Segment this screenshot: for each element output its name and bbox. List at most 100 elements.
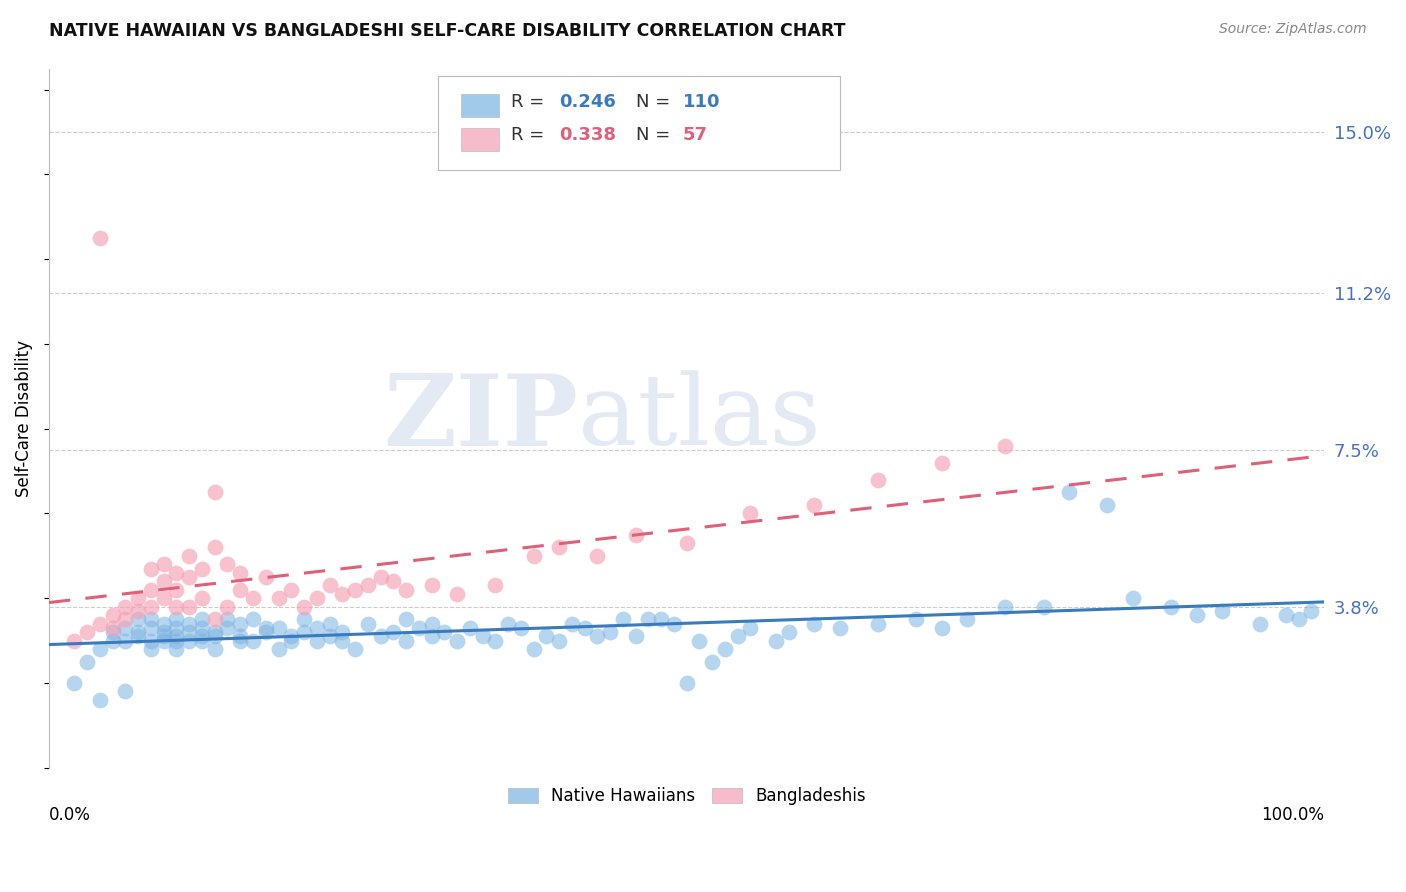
Point [191,612,214,626]
Point [866,616,889,631]
Point [1160,599,1182,614]
Point [509,621,531,635]
Point [204,625,226,640]
Point [191,633,214,648]
Point [1057,485,1080,500]
Point [471,629,494,643]
Point [586,549,609,563]
Point [330,587,353,601]
Point [191,629,214,643]
Text: Source: ZipAtlas.com: Source: ZipAtlas.com [1219,22,1367,37]
Point [204,629,226,643]
Point [305,621,328,635]
Point [740,621,762,635]
Point [382,625,405,640]
Point [101,625,124,640]
Point [548,541,571,555]
Point [217,558,239,572]
Point [484,578,506,592]
Point [778,625,800,640]
Point [229,566,252,580]
Text: 0.246: 0.246 [560,93,616,111]
Point [179,599,201,614]
Point [522,642,544,657]
Text: NATIVE HAWAIIAN VS BANGLADESHI SELF-CARE DISABILITY CORRELATION CHART: NATIVE HAWAIIAN VS BANGLADESHI SELF-CARE… [49,22,846,40]
Point [101,621,124,635]
Point [254,625,277,640]
Point [395,612,418,626]
Text: N =: N = [636,93,675,111]
Point [204,541,226,555]
Point [101,633,124,648]
Point [63,633,86,648]
Point [217,599,239,614]
Point [63,676,86,690]
Point [574,621,596,635]
Point [956,612,979,626]
Point [179,616,201,631]
Text: R =: R = [510,126,550,144]
Point [994,439,1017,453]
Point [305,591,328,606]
Point [179,625,201,640]
Point [318,629,340,643]
Point [382,574,405,589]
Point [1275,608,1298,623]
Point [612,612,634,626]
Text: 57: 57 [683,126,707,144]
Point [1211,604,1233,618]
Point [152,558,174,572]
Point [89,642,111,657]
FancyBboxPatch shape [461,128,499,151]
Point [152,591,174,606]
Point [292,625,315,640]
Point [89,616,111,631]
Point [229,633,252,648]
Point [370,570,392,584]
Point [1288,612,1310,626]
Point [229,616,252,631]
Point [484,633,506,648]
Point [650,612,672,626]
Point [229,629,252,643]
Point [127,625,149,640]
Point [866,473,889,487]
Point [114,684,136,698]
FancyBboxPatch shape [437,76,839,169]
Point [204,485,226,500]
Point [179,549,201,563]
Point [370,629,392,643]
Point [446,587,468,601]
Point [433,625,456,640]
Point [624,629,647,643]
Point [179,633,201,648]
Point [994,599,1017,614]
Text: 0.0%: 0.0% [49,806,91,824]
Point [1301,604,1323,618]
Point [637,612,659,626]
Point [395,633,418,648]
Point [152,633,174,648]
Point [152,616,174,631]
Point [229,582,252,597]
Point [166,566,188,580]
Point [166,633,188,648]
Point [267,621,290,635]
Point [242,591,264,606]
Point [318,616,340,631]
Point [446,633,468,648]
Point [675,676,697,690]
Point [727,629,749,643]
Point [127,604,149,618]
Point [740,507,762,521]
Point [114,599,136,614]
Point [803,616,825,631]
Point [586,629,609,643]
Point [292,599,315,614]
Point [536,629,558,643]
Point [357,578,380,592]
Point [522,549,544,563]
Point [408,621,430,635]
Point [166,612,188,626]
Point [191,561,214,575]
